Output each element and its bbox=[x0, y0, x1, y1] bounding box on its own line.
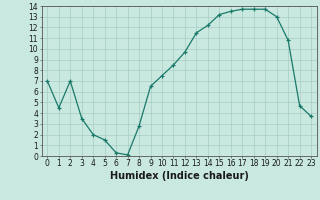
X-axis label: Humidex (Indice chaleur): Humidex (Indice chaleur) bbox=[110, 171, 249, 181]
